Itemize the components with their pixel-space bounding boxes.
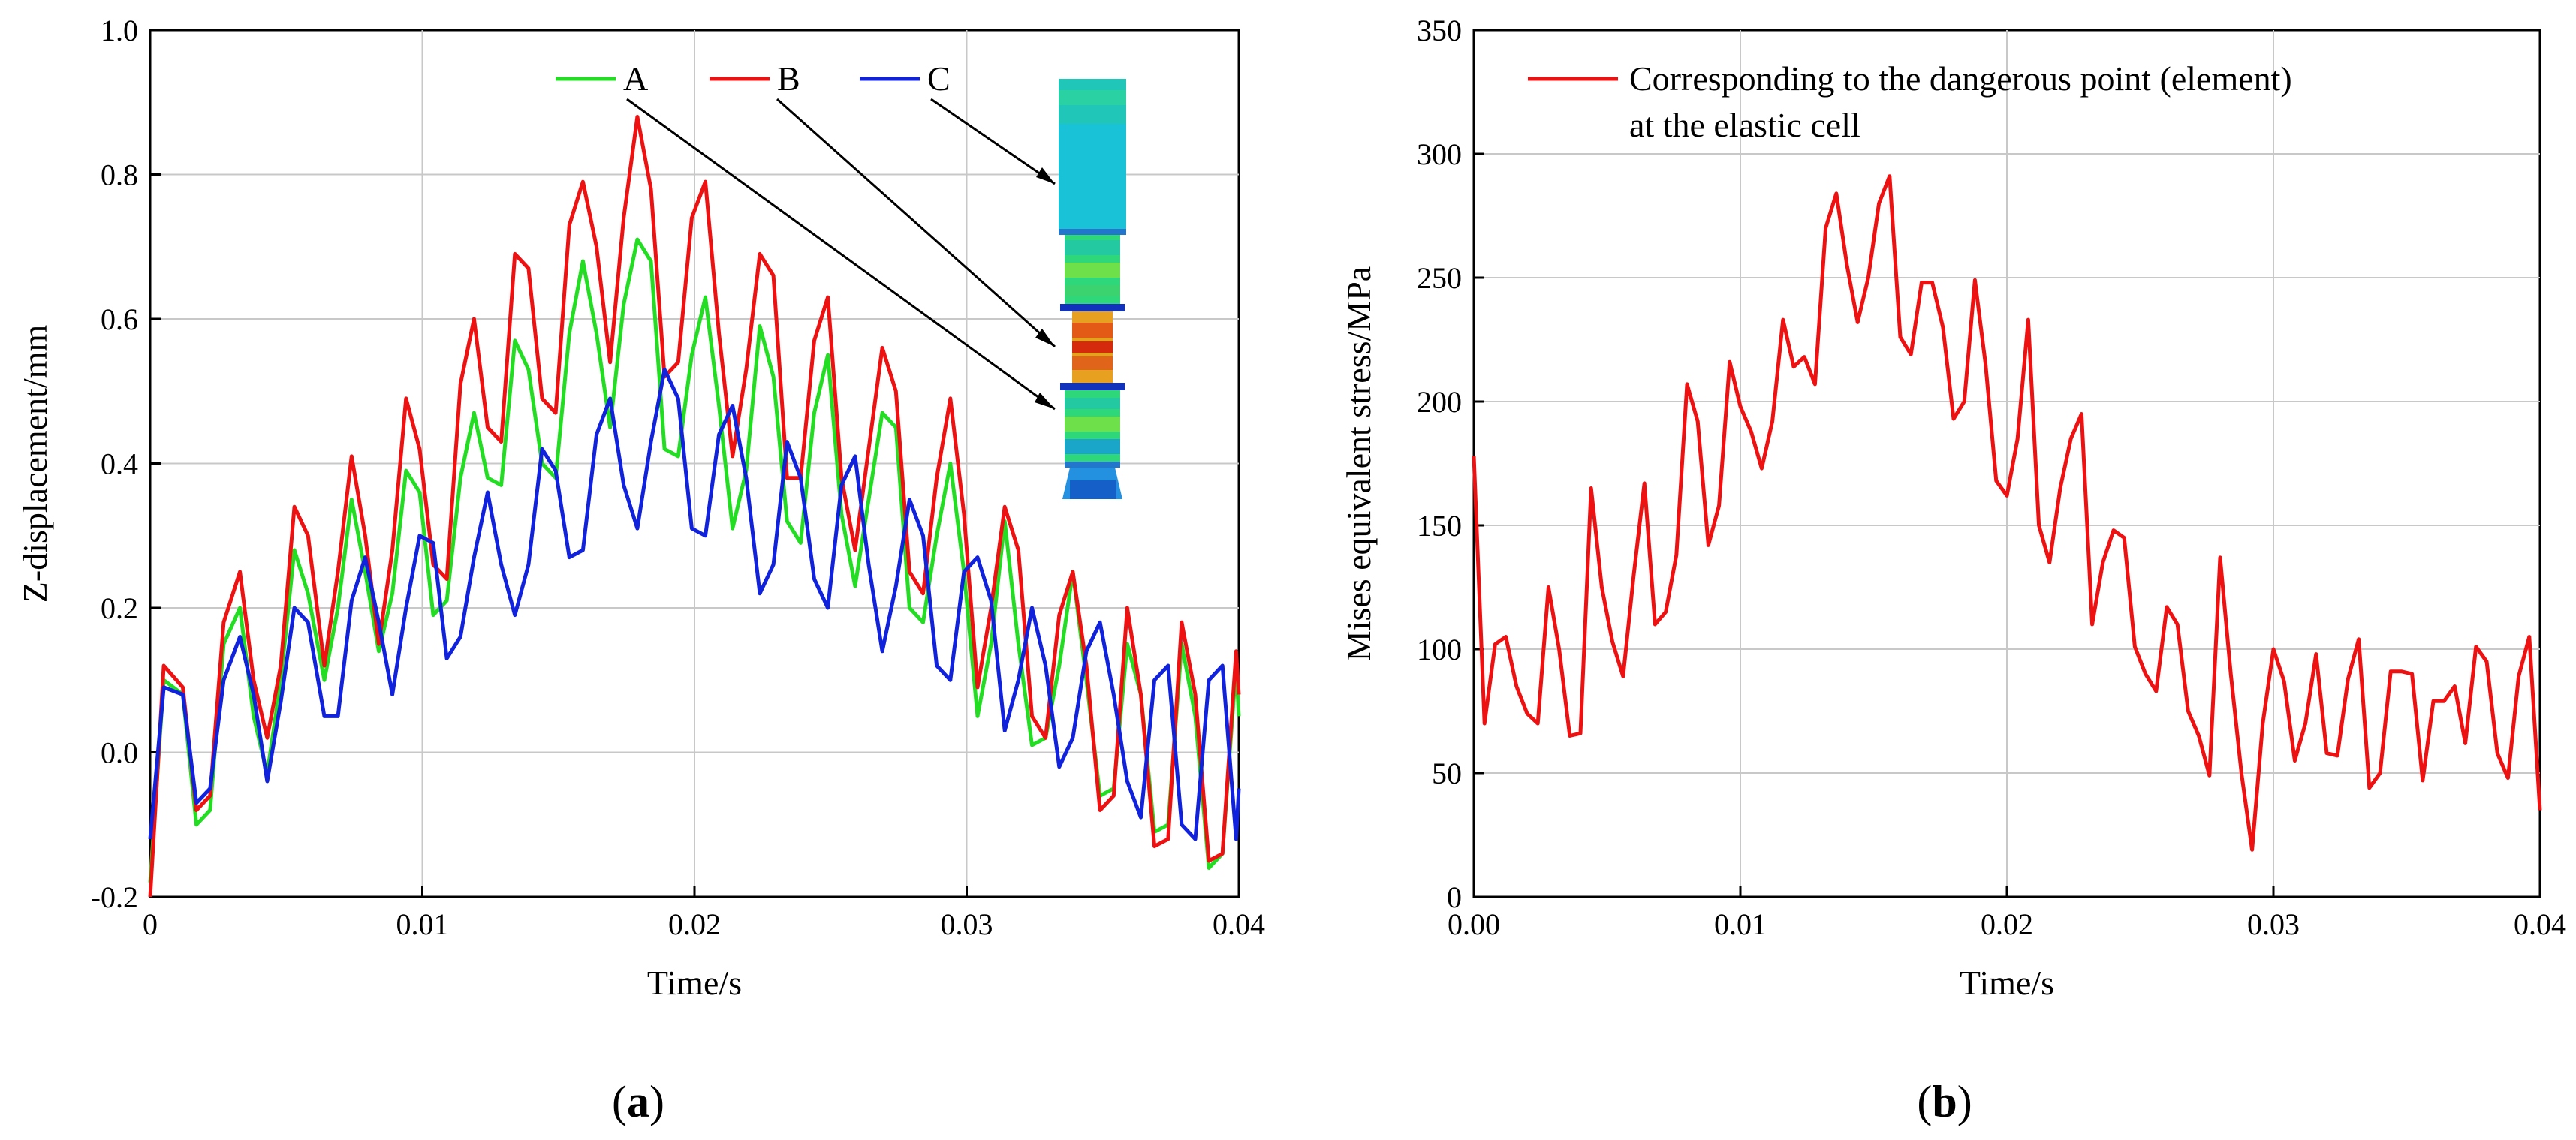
- y-tick-label: 350: [1417, 14, 1462, 47]
- y-tick-label: 100: [1417, 633, 1462, 666]
- legend-label-a: A: [623, 59, 648, 98]
- legend-label-b: Corresponding to the dangerous point (el…: [1629, 59, 2292, 98]
- x-tick-label: 0.03: [941, 907, 993, 941]
- y-tick-label: 0: [1447, 880, 1462, 914]
- x-axis-label-a: Time/s: [647, 964, 742, 1002]
- series-line-a: [148, 237, 1241, 883]
- y-tick-label: -0.2: [91, 880, 138, 914]
- y-tick-label: 150: [1417, 509, 1462, 543]
- y-tick-label: 0.4: [101, 447, 138, 481]
- y-tick-label: 50: [1432, 756, 1462, 790]
- y-tick-label: 0.0: [101, 736, 138, 770]
- x-tick-label: 0.04: [2514, 907, 2566, 941]
- y-tick-label: 1.0: [101, 14, 138, 47]
- series-line-c: [148, 367, 1241, 841]
- chart-a: 0 0.01 0.02 0.03 0.04 -0.2 0.0 0.2 0.4 0.6 0.8 1.0: [16, 14, 1265, 1126]
- legend-a: A B C: [556, 59, 951, 98]
- x-tick-label: 0.03: [2247, 907, 2300, 941]
- y-tick-label: 0.2: [101, 591, 138, 625]
- legend-b: Corresponding to the dangerous point (el…: [1528, 59, 2292, 144]
- y-tick-label: 200: [1417, 385, 1462, 419]
- x-axis-label-b: Time/s: [1960, 964, 2054, 1002]
- arrow-c: [930, 98, 1056, 185]
- y-tick-label: 0.8: [101, 158, 138, 192]
- x-tick-label: 0: [143, 907, 158, 941]
- x-tick-label: 0.00: [1448, 907, 1500, 941]
- panel-label-a: (a): [612, 1077, 664, 1126]
- legend-label-b: at the elastic cell: [1629, 106, 1860, 144]
- arrow-b: [776, 98, 1056, 348]
- legend-label-c: C: [927, 59, 951, 98]
- arrow-a: [626, 98, 1056, 411]
- y-tick-label: 300: [1417, 137, 1462, 171]
- y-axis-label-b: Mises equivalent stress/MPa: [1339, 266, 1378, 661]
- chart-b: 0.00 0.01 0.02 0.03 0.04 0 50 100 150 200 250 300 35…: [1339, 14, 2566, 1126]
- x-tick-label: 0.04: [1213, 907, 1265, 941]
- series-line-b: [148, 115, 1241, 898]
- panel-label-b: (b): [1917, 1077, 1972, 1126]
- y-tick-label: 0.6: [101, 302, 138, 336]
- finite-element-inset: [626, 79, 1126, 499]
- x-tick-label: 0.01: [396, 907, 449, 941]
- x-tick-label: 0.01: [1714, 907, 1767, 941]
- x-tick-label: 0.02: [668, 907, 721, 941]
- y-axis-label-a: Z-displacement/mm: [16, 325, 54, 603]
- y-tick-label: 250: [1417, 261, 1462, 295]
- x-tick-label: 0.02: [1981, 907, 2033, 941]
- series-line-corresponding: [1472, 174, 2542, 852]
- legend-label-b: B: [777, 59, 800, 98]
